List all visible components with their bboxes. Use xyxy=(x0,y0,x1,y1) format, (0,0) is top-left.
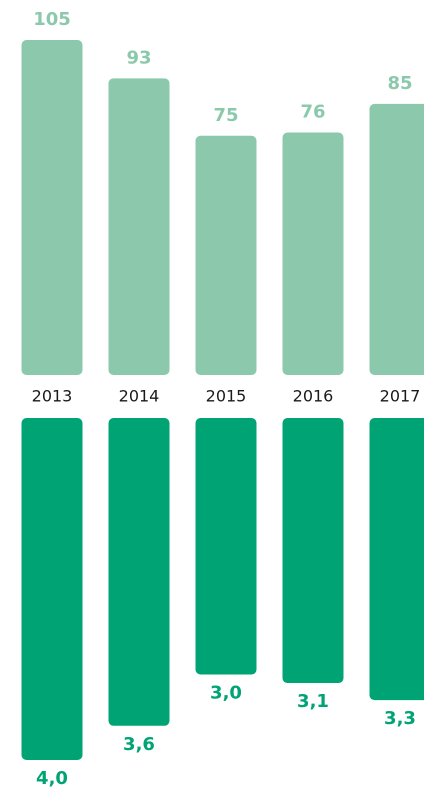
data-label: 85 xyxy=(387,73,412,94)
data-label: 93 xyxy=(126,47,151,68)
data-label: 76 xyxy=(300,102,325,123)
x-tick-label: 2014 xyxy=(119,387,160,406)
x-tick-label: 2016 xyxy=(293,387,334,406)
x-tick-label: 2017 xyxy=(380,387,421,406)
bar xyxy=(108,418,170,726)
bar xyxy=(369,418,424,701)
data-label: 105 xyxy=(33,9,71,30)
bar xyxy=(369,103,424,375)
data-label: 4,0 xyxy=(36,768,68,788)
data-label: 3,3 xyxy=(384,708,416,729)
bar xyxy=(108,78,170,375)
bar xyxy=(282,418,344,684)
bar xyxy=(195,418,257,675)
bar xyxy=(282,132,344,375)
data-label: 3,0 xyxy=(210,683,242,704)
data-label: 75 xyxy=(213,105,238,126)
data-label: 3,6 xyxy=(123,734,155,755)
x-tick-label: 2015 xyxy=(206,387,247,406)
bar xyxy=(21,40,83,376)
x-tick-label: 2013 xyxy=(32,387,73,406)
bar xyxy=(195,135,257,375)
bar xyxy=(21,418,83,760)
data-label: 3,1 xyxy=(297,691,329,712)
